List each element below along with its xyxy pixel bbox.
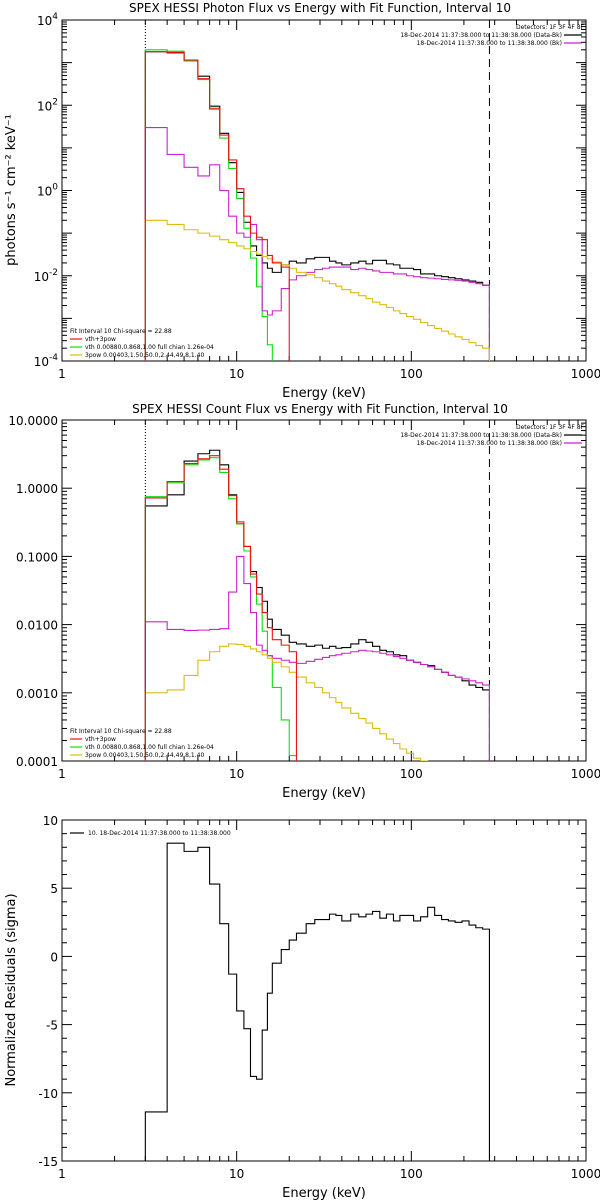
panel-3-frame <box>61 819 587 1162</box>
panel-1-legend-entry-green: vth 0.00880,0.868,1.00 full chian 1.26e-… <box>85 344 214 351</box>
x-tick-label: 10 <box>229 1167 244 1181</box>
x-tick-label: 10 <box>229 767 244 781</box>
panel-1-vlines <box>144 20 490 361</box>
y-tick-label: 0 <box>50 950 58 964</box>
panel-1-frame <box>61 19 587 362</box>
panel-2-legend-top: Detectors: 1F 3F 4F 8F 18-Dec-2014 11:37… <box>400 424 584 447</box>
y-tick-label: -5 <box>46 1019 58 1033</box>
panel-2-xlabel: Energy (keV) <box>282 786 366 801</box>
panel-2-legend-top-entry-2: 18-Dec-2014 11:37:38.000 to 11:38:38.000… <box>417 440 562 447</box>
panel-1-legend-top-entry-2: 18-Dec-2014 11:37:38.000 to 11:38:38.000… <box>417 40 562 47</box>
y-tick-label: 10-4 <box>34 353 59 369</box>
y-tick-label: 0.0010 <box>16 687 58 701</box>
y-tick-label: 0.0100 <box>16 619 58 633</box>
panel-2-frame <box>61 419 587 762</box>
panel-1-xlabel: Energy (keV) <box>282 386 366 401</box>
panel-1-yticks: 10-4 10-2 100 102 104 <box>34 12 586 369</box>
panel-3-xticks: 1 10 100 1000 <box>58 820 600 1181</box>
x-tick-label: 1 <box>58 1167 66 1181</box>
y-tick-label: 0.1000 <box>16 550 58 564</box>
panel-photon-flux: SPEX HESSI Photon Flux vs Energy with Fi… <box>4 1 600 401</box>
panel-2-fit-header: Fit Interval 10 Chi-square = 22.88 <box>70 728 172 735</box>
y-tick-label: 104 <box>37 12 58 28</box>
panel-3-yticks: -15 -10 -5 0 5 10 <box>38 814 586 1169</box>
panel-3-series <box>144 842 490 1161</box>
panel-3-xlabel: Energy (keV) <box>282 1186 366 1200</box>
panel-1-legend-bottom: Fit Interval 10 Chi-square = 22.88 vth+3… <box>70 328 214 359</box>
panel-1-xticks: 1 10 100 1000 <box>58 20 600 381</box>
panel-2-series <box>144 449 490 761</box>
series-line-black <box>144 449 490 761</box>
panel-2-legend-top-entry-1: 18-Dec-2014 11:37:38.000 to 11:38:38.000… <box>400 432 562 439</box>
y-tick-label: 102 <box>37 97 58 113</box>
panel-2-legend-entry-green: vth 0.00880,0.868,1.00 full chian 1.26e-… <box>85 744 214 751</box>
panel-2-yticks: 0.0001 0.0010 0.0100 0.1000 1.0000 10.0000 <box>8 414 586 769</box>
y-tick-label: 10.0000 <box>8 414 58 428</box>
panel-1-legend-entry-yellow: 3pow 0.00403,1.50,50.0,2.44,49.8,1.40 <box>85 352 204 359</box>
series-line-red <box>144 455 298 761</box>
panel-2-legend-bottom: Fit Interval 10 Chi-square = 22.88 vth+3… <box>70 728 214 759</box>
series-line-black <box>144 51 490 361</box>
y-tick-label: 100 <box>37 183 58 199</box>
panel-residuals: 1 10 100 1000 -15 -10 -5 0 5 10 Energy (keV) Nor… <box>4 814 600 1200</box>
panel-2-detectors-label: Detectors: 1F 3F 4F 8F <box>516 424 585 431</box>
y-tick-label: 5 <box>50 882 58 896</box>
y-tick-label: -15 <box>38 1155 58 1169</box>
panel-1-fit-header: Fit Interval 10 Chi-square = 22.88 <box>70 328 172 335</box>
panel-1-legend-top-entry-1: 18-Dec-2014 11:37:38.000 to 11:38:38.000… <box>400 32 562 39</box>
y-tick-label: -10 <box>38 1087 58 1101</box>
panel-2-vlines <box>144 420 490 761</box>
panel-1-legend-top: Detectors: 1F 3F 4F 8F 18-Dec-2014 11:37… <box>400 24 584 47</box>
panel-3-legend: 10. 18-Dec-2014 11:37:38.000 to 11:38:38… <box>70 830 231 837</box>
series-line-magenta <box>144 126 490 361</box>
x-tick-label: 100 <box>400 367 423 381</box>
panel-2-legend-entry-yellow: 3pow 0.00403,1.50,50.0,2.44,49.8,1.40 <box>85 752 204 759</box>
x-tick-label: 1 <box>58 367 66 381</box>
series-line-green <box>144 457 298 761</box>
series-line-yellow <box>144 643 429 761</box>
series-line-black <box>144 842 490 1161</box>
x-tick-label: 1 <box>58 767 66 781</box>
panel-2-xticks: 1 10 100 1000 <box>58 420 600 781</box>
panel-1-legend-entry-red: vth+3pow <box>85 336 116 343</box>
series-line-yellow <box>144 219 490 361</box>
panel-1-detectors-label: Detectors: 1F 3F 4F 8F <box>516 24 585 31</box>
series-line-magenta <box>144 555 490 761</box>
panel-1-title: SPEX HESSI Photon Flux vs Energy with Fi… <box>129 1 511 15</box>
panel-3-legend-entry: 10. 18-Dec-2014 11:37:38.000 to 11:38:38… <box>88 830 231 837</box>
x-tick-label: 100 <box>400 767 423 781</box>
panel-1-series <box>144 49 490 361</box>
panel-1-ylabel: photons s⁻¹ cm⁻² keV⁻¹ <box>4 114 19 266</box>
y-tick-label: 10-2 <box>34 268 58 284</box>
series-line-red <box>144 51 290 361</box>
y-tick-label: 10 <box>43 814 58 828</box>
x-tick-label: 1000 <box>571 1167 600 1181</box>
panel-2-title: SPEX HESSI Count Flux vs Energy with Fit… <box>132 402 508 416</box>
y-tick-label: 0.0001 <box>16 755 58 769</box>
panel-3-ylabel: Normalized Residuals (sigma) <box>4 893 19 1086</box>
panel-2-legend-entry-red: vth+3pow <box>85 736 116 743</box>
x-tick-label: 1000 <box>571 767 600 781</box>
x-tick-label: 100 <box>400 1167 423 1181</box>
panel-count-flux: SPEX HESSI Count Flux vs Energy with Fit… <box>8 402 600 801</box>
x-tick-label: 10 <box>229 367 244 381</box>
x-tick-label: 1000 <box>571 367 600 381</box>
y-tick-label: 1.0000 <box>16 482 58 496</box>
